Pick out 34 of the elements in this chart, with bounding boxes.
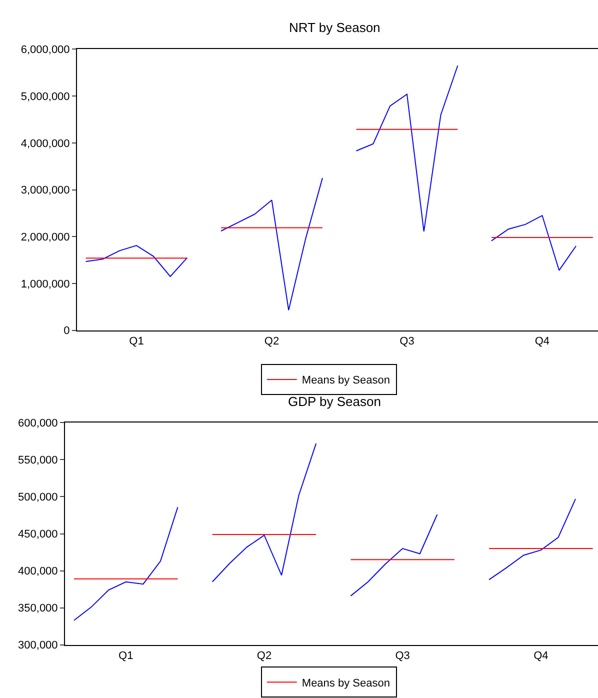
line-series	[220, 178, 323, 311]
line-series	[85, 245, 188, 277]
y-tick-label: 400,000	[18, 566, 58, 578]
x-tick-label: Q3	[400, 336, 414, 348]
x-tick-label: Q1	[129, 336, 144, 348]
y-tick-label: 5,000,000	[20, 90, 70, 103]
y-tick-label: 4,000,000	[20, 138, 70, 150]
line-series	[350, 514, 438, 596]
x-tick-label: Q1	[118, 650, 134, 662]
y-tick-label: 500,000	[18, 492, 58, 504]
line-series	[488, 498, 576, 580]
y-tick-label: 2,000,000	[20, 231, 70, 244]
line-series	[73, 506, 178, 621]
line-series	[356, 65, 458, 232]
y-tick-label: 600,000	[18, 418, 58, 430]
legend-label: Means by Season	[302, 677, 390, 690]
legend-label: Means by Season	[302, 374, 390, 387]
x-tick-label: Q2	[256, 650, 272, 662]
y-tick-label: 3,000,000	[20, 184, 70, 197]
line-series	[491, 215, 577, 271]
x-tick-label: Q3	[395, 650, 410, 662]
y-tick-label: 6,000,000	[20, 44, 70, 56]
chart-title: NRT by Season	[289, 20, 380, 35]
chart-title: GDP by Season	[288, 394, 381, 409]
y-tick-label: 350,000	[18, 602, 58, 615]
y-tick-label: 0	[64, 325, 70, 338]
y-tick-label: 300,000	[18, 640, 58, 652]
y-tick-label: 1,000,000	[20, 278, 70, 290]
x-tick-label: Q4	[534, 650, 548, 662]
x-tick-label: Q4	[534, 336, 550, 348]
line-series	[212, 442, 317, 582]
x-tick-label: Q2	[264, 336, 280, 348]
y-tick-label: 450,000	[18, 528, 58, 541]
y-tick-label: 550,000	[18, 454, 58, 467]
